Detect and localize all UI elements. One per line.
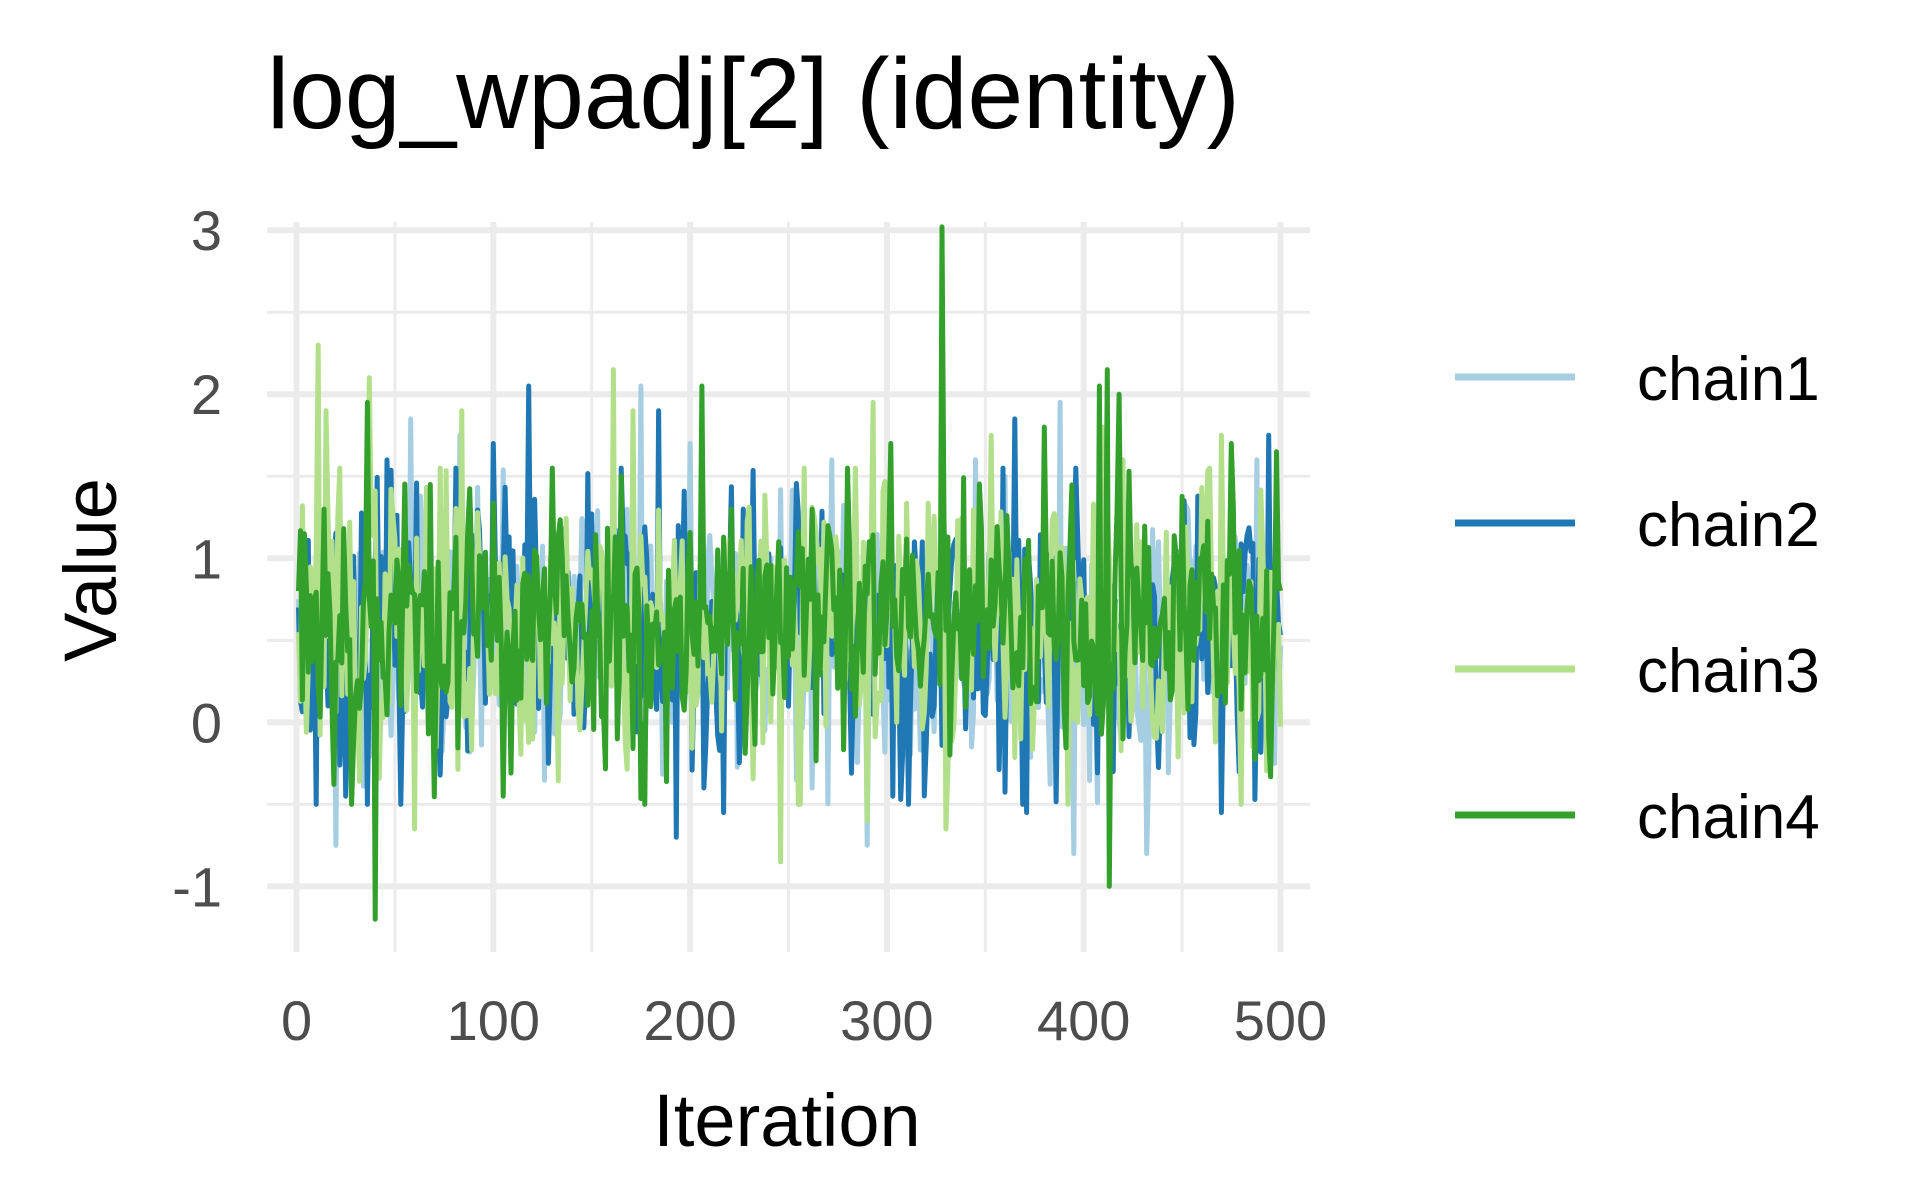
legend-entry-chain4: chain4 <box>1455 783 1820 852</box>
y-tick-label: 1 <box>191 527 222 590</box>
legend-label-chain3: chain3 <box>1637 637 1820 706</box>
legend-entry-chain3: chain3 <box>1455 637 1820 706</box>
chart-title: log_wpadj[2] (identity) <box>267 38 1240 150</box>
x-tick-label: 400 <box>1037 989 1130 1052</box>
x-tick-label: 100 <box>447 989 540 1052</box>
x-tick-label: 200 <box>643 989 736 1052</box>
y-axis-title: Value <box>49 478 132 662</box>
y-tick-label: -1 <box>172 855 222 918</box>
x-tick-label: 300 <box>840 989 933 1052</box>
legend-label-chain1: chain1 <box>1637 345 1820 414</box>
legend-entry-chain1: chain1 <box>1455 345 1820 414</box>
legend-label-chain4: chain4 <box>1637 783 1820 852</box>
x-axis-title: Iteration <box>653 1079 920 1162</box>
y-tick-label: 0 <box>191 691 222 754</box>
x-tick-label: 0 <box>281 989 312 1052</box>
legend-entry-chain2: chain2 <box>1455 491 1820 560</box>
series-layer <box>296 224 1283 922</box>
legend: chain1 chain2 chain3 chain4 <box>1455 345 1820 852</box>
y-tick-label: 3 <box>191 199 222 262</box>
legend-label-chain2: chain2 <box>1637 491 1820 560</box>
y-tick-label: 2 <box>191 363 222 426</box>
series-line-chain4 <box>296 224 1283 922</box>
x-tick-label: 500 <box>1234 989 1327 1052</box>
axis-ticks: 0 100 200 300 400 500 -1 0 1 2 3 <box>172 199 1327 1052</box>
